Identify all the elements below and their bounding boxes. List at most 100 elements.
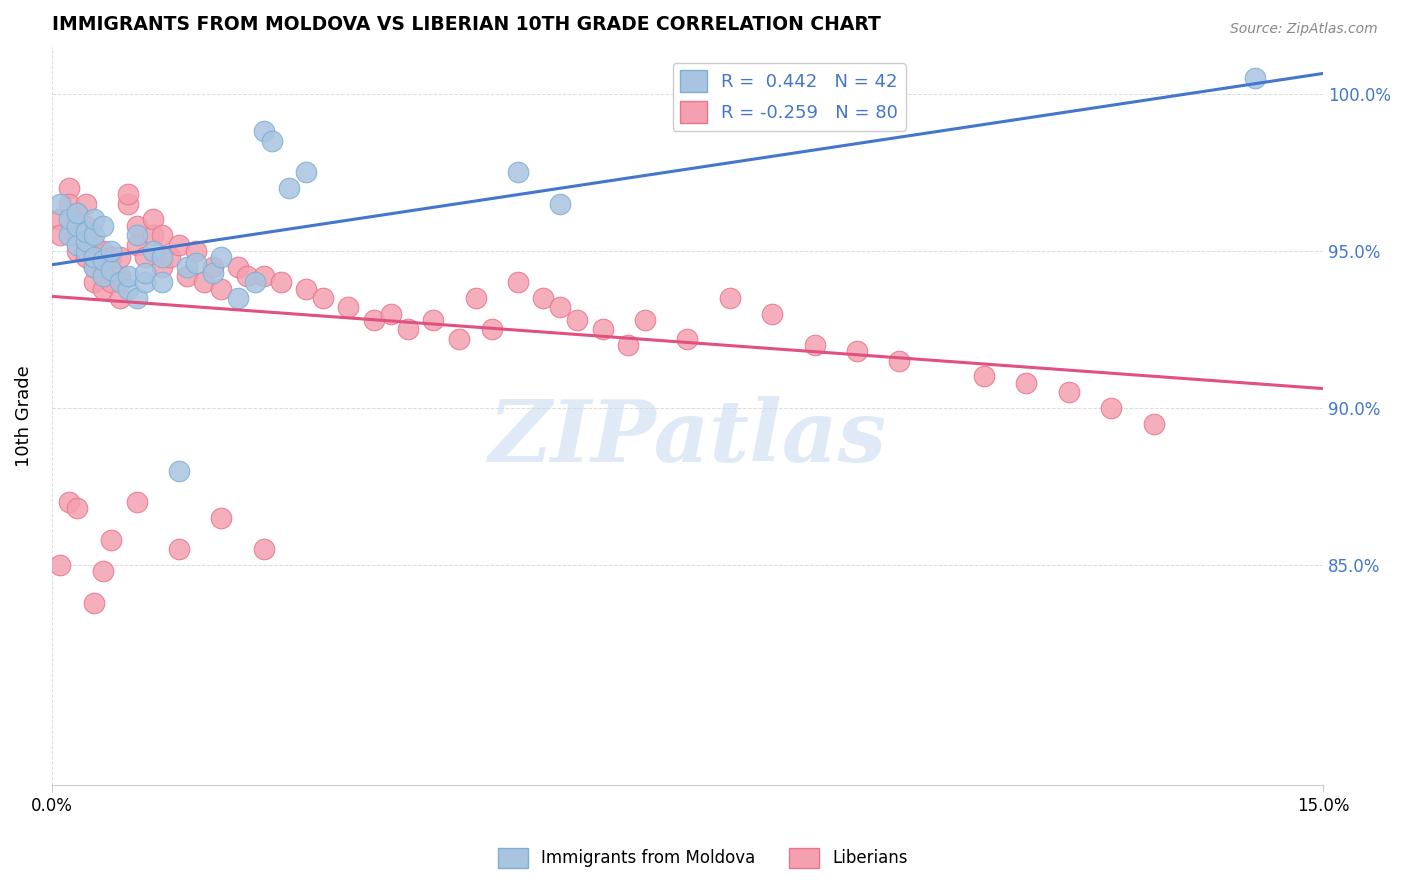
Point [142, 244, 165, 258]
Point [209, 510, 232, 524]
Point [676, 332, 699, 346]
Point [108, 268, 131, 283]
Point [167, 542, 190, 557]
Point [49, 196, 72, 211]
Point [422, 313, 444, 327]
Point [108, 291, 131, 305]
Point [91, 253, 114, 268]
Point [66, 206, 89, 220]
Point [846, 344, 869, 359]
Point [167, 237, 190, 252]
Point [617, 338, 640, 352]
Point [125, 495, 148, 509]
Point [58, 495, 80, 509]
Point [1015, 376, 1038, 390]
Point [1244, 71, 1267, 86]
Point [634, 313, 657, 327]
Point [243, 275, 266, 289]
Point [142, 212, 165, 227]
Point [75, 225, 97, 239]
Y-axis label: 10th Grade: 10th Grade [15, 365, 32, 467]
Point [91, 244, 114, 258]
Point [83, 275, 105, 289]
Text: Source: ZipAtlas.com: Source: ZipAtlas.com [1230, 22, 1378, 37]
Point [184, 256, 207, 270]
Point [142, 228, 165, 243]
Point [295, 165, 318, 179]
Point [58, 181, 80, 195]
Point [125, 219, 148, 233]
Point [235, 268, 257, 283]
Point [176, 268, 198, 283]
Point [66, 237, 89, 252]
Point [75, 196, 97, 211]
Point [150, 275, 173, 289]
Point [83, 237, 105, 252]
Point [83, 212, 105, 227]
Point [973, 369, 995, 384]
Point [363, 313, 385, 327]
Point [464, 291, 486, 305]
Legend: R =  0.442   N = 42, R = -0.259   N = 80: R = 0.442 N = 42, R = -0.259 N = 80 [672, 63, 905, 130]
Point [295, 281, 318, 295]
Point [550, 196, 572, 211]
Point [226, 260, 249, 274]
Point [209, 250, 232, 264]
Point [184, 244, 207, 258]
Point [201, 266, 224, 280]
Text: ZIPatlas: ZIPatlas [488, 396, 887, 480]
Point [1099, 401, 1122, 415]
Point [83, 250, 105, 264]
Point [150, 228, 173, 243]
Point [803, 338, 825, 352]
Point [1057, 385, 1080, 400]
Point [91, 219, 114, 233]
Point [75, 244, 97, 258]
Point [481, 322, 503, 336]
Point [167, 464, 190, 478]
Point [889, 353, 911, 368]
Point [270, 275, 292, 289]
Point [125, 291, 148, 305]
Point [337, 301, 360, 315]
Point [226, 291, 249, 305]
Point [83, 596, 105, 610]
Point [201, 260, 224, 274]
Point [91, 266, 114, 280]
Point [278, 181, 301, 195]
Point [91, 268, 114, 283]
Point [253, 542, 276, 557]
Point [176, 260, 198, 274]
Point [567, 313, 589, 327]
Point [66, 501, 89, 516]
Point [100, 262, 122, 277]
Point [718, 291, 741, 305]
Point [108, 250, 131, 264]
Point [312, 291, 335, 305]
Point [66, 244, 89, 258]
Point [117, 196, 139, 211]
Point [253, 124, 276, 138]
Point [125, 237, 148, 252]
Point [49, 228, 72, 243]
Point [1142, 417, 1164, 431]
Point [49, 558, 72, 572]
Point [531, 291, 554, 305]
Point [396, 322, 419, 336]
Point [75, 250, 97, 264]
Point [134, 250, 156, 264]
Point [506, 275, 529, 289]
Point [83, 228, 105, 243]
Point [66, 228, 89, 243]
Point [108, 275, 131, 289]
Point [58, 212, 80, 227]
Point [447, 332, 470, 346]
Point [100, 244, 122, 258]
Point [193, 275, 215, 289]
Point [761, 307, 783, 321]
Point [506, 165, 529, 179]
Point [75, 235, 97, 249]
Point [380, 307, 402, 321]
Point [83, 260, 105, 274]
Point [262, 134, 284, 148]
